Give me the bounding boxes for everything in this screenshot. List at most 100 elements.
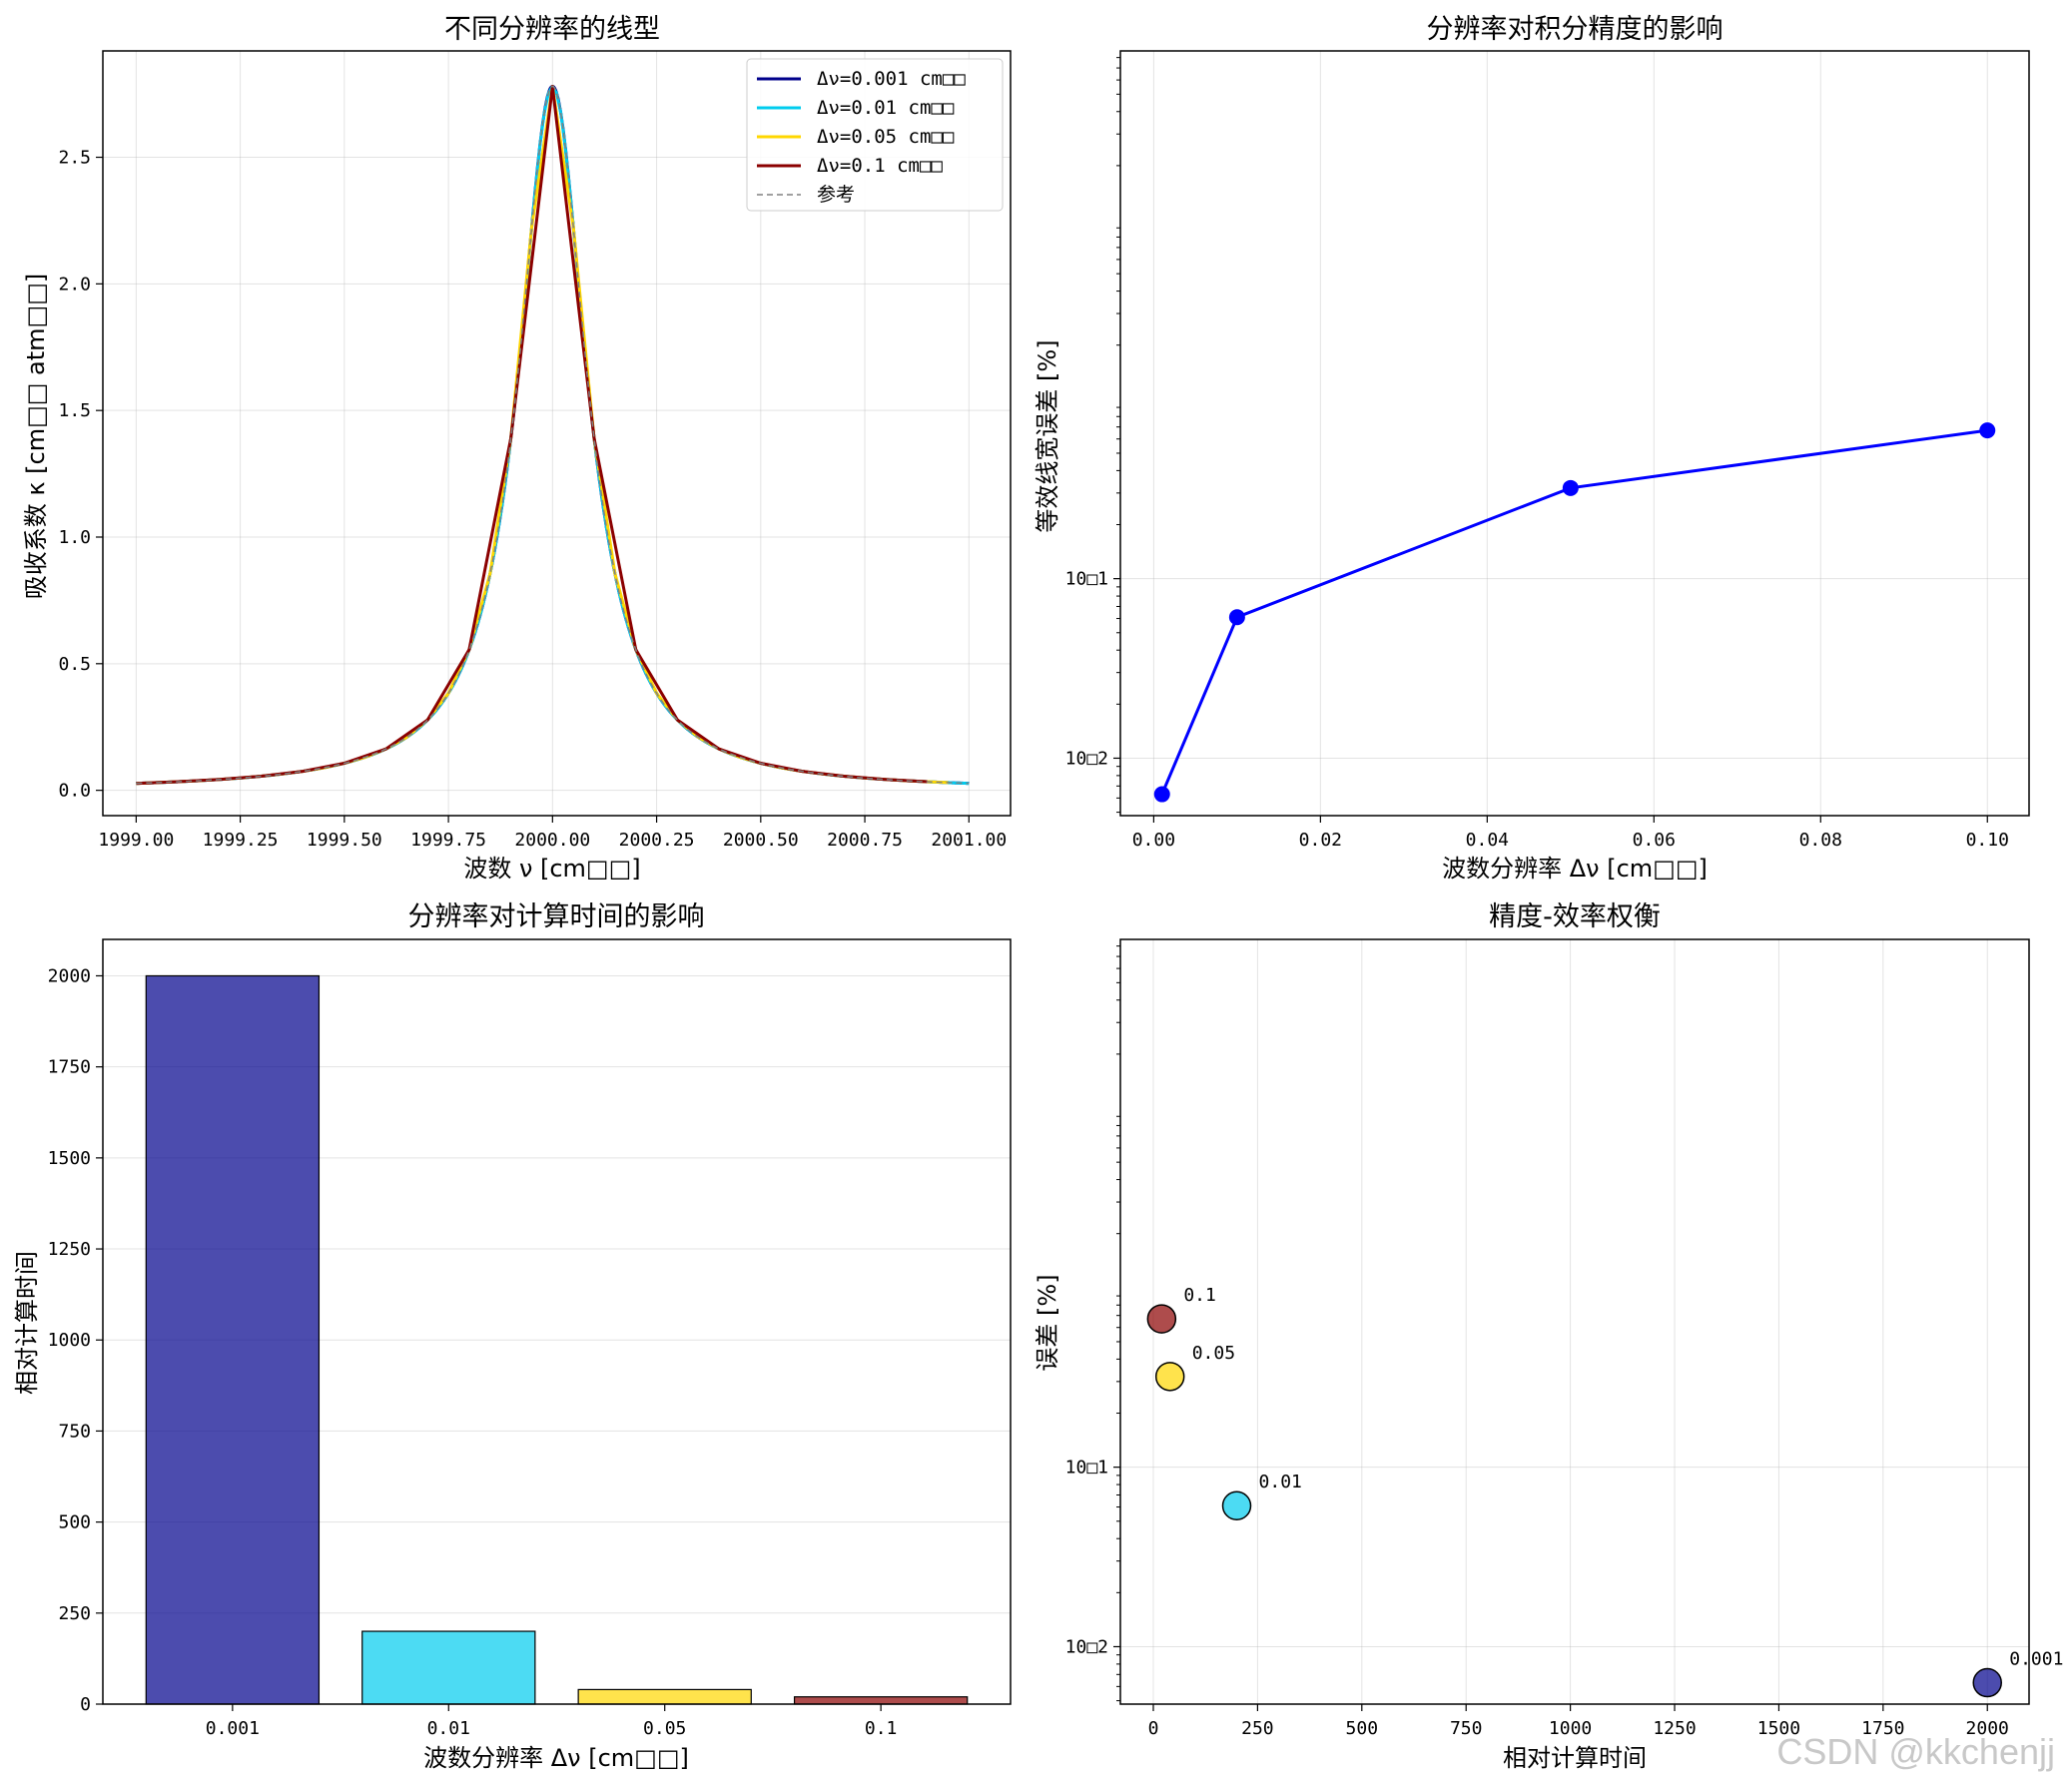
x-tick-label: 0 (1148, 1718, 1159, 1739)
series-line (136, 85, 970, 785)
legend-label: Δν=0.001 cm□□ (817, 68, 966, 90)
y-axis-label: 误差 [%] (1034, 1274, 1061, 1371)
x-tick-label: 0.04 (1466, 830, 1509, 851)
point-label: 0.01 (1259, 1472, 1302, 1492)
bar (361, 1630, 536, 1705)
x-tick-label: 1999.00 (98, 830, 174, 851)
panel-tradeoff: 精度-效率权衡 相对计算时间 误差 [%] 0.001 0.01 0.05 0.1 0… (1034, 901, 2063, 1772)
x-axis-label: 波数 ν [cm□□] (463, 855, 640, 883)
plot-area: 0.001 0.01 0.05 0.1 (1146, 1285, 2063, 1698)
plot-area (1153, 422, 1996, 803)
x-tick-label: 0.05 (643, 1718, 686, 1739)
x-tick-label: 0.1 (865, 1718, 898, 1739)
x-tick-label: 0.08 (1799, 830, 1842, 851)
y-tick-label: 1250 (48, 1239, 91, 1260)
x-axis-label: 波数分辨率 Δν [cm□□] (1442, 855, 1708, 883)
x-tick-label: 0.01 (427, 1718, 470, 1739)
grid (1120, 939, 2029, 1704)
y-tick-label: 10□2 (1065, 748, 1108, 769)
y-tick-label: 10□2 (1065, 1636, 1108, 1657)
y-axis-label: 吸收系数 κ [cm□□ atm□□] (22, 274, 50, 600)
legend-label: Δν=0.01 cm□□ (817, 97, 955, 119)
grid (103, 51, 1011, 816)
y-tick-label: 2.5 (58, 148, 91, 169)
x-tick-label: 0.00 (1132, 830, 1175, 851)
legend: Δν=0.001 cm□□ Δν=0.01 cm□□ Δν=0.05 cm□□ Δν=… (746, 58, 1004, 212)
plot-area (135, 85, 971, 786)
y-tick-label: 2000 (48, 965, 91, 986)
x-tick-label: 2000.00 (514, 830, 590, 851)
plot-area (145, 974, 969, 1705)
x-tick-label: 2000 (1966, 1718, 2009, 1739)
x-axis-label: 相对计算时间 (1503, 1744, 1647, 1772)
data-point (1979, 422, 1996, 439)
series-line (1160, 428, 1988, 796)
data-point (1154, 1362, 1185, 1392)
x-tick-label: 2000.75 (827, 830, 903, 851)
legend-label: Δν=0.1 cm□□ (817, 155, 943, 177)
bar (793, 1696, 969, 1705)
y-tick-label: 1.5 (58, 400, 91, 421)
y-tick-label: 0.5 (58, 654, 91, 675)
axes-frame (1119, 938, 2030, 1705)
x-tick-label: 1750 (1861, 1718, 1904, 1739)
x-tick-label: 1999.50 (307, 830, 382, 851)
y-tick-label: 1500 (48, 1148, 91, 1169)
data-point (1972, 1667, 2002, 1698)
bar (577, 1688, 752, 1705)
x-tick-label: 2000.25 (619, 830, 695, 851)
watermark: CSDN @kkchenjj (1776, 1731, 2055, 1772)
axes-frame (102, 50, 1012, 817)
point-label: 0.1 (1183, 1285, 1216, 1306)
chart-title: 精度-效率权衡 (1489, 901, 1661, 932)
legend-box (746, 58, 1004, 212)
x-tick-label: 1250 (1653, 1718, 1696, 1739)
axis-ticks: 0.00 0.02 0.04 0.06 0.08 0.10 10□2 10□1 (1065, 57, 2009, 851)
y-tick-label: 500 (58, 1512, 91, 1533)
x-tick-label: 0.10 (1966, 830, 2009, 851)
axes-frame (1119, 50, 2030, 817)
axis-ticks: 0 250 500 750 1000 1250 1500 1750 2000 0.001 0.01 0… (48, 965, 898, 1739)
x-tick-label: 250 (1241, 1718, 1274, 1739)
point-label: 0.05 (1192, 1343, 1235, 1364)
y-tick-label: 1.0 (58, 527, 91, 548)
y-tick-label: 2.0 (58, 274, 91, 295)
y-tick-label: 750 (58, 1421, 91, 1442)
chart-title: 分辨率对计算时间的影响 (408, 901, 705, 932)
y-tick-label: 10□1 (1065, 569, 1108, 590)
chart-title: 分辨率对积分精度的影响 (1427, 14, 1724, 45)
y-tick-label: 0 (80, 1694, 91, 1715)
legend-label: Δν=0.05 cm□□ (817, 126, 955, 148)
data-point (1146, 1304, 1177, 1334)
x-tick-label: 750 (1450, 1718, 1483, 1739)
y-axis-label: 相对计算时间 (13, 1251, 41, 1395)
x-tick-label: 0.02 (1299, 830, 1342, 851)
y-tick-label: 1000 (48, 1330, 91, 1351)
chart-title: 不同分辨率的线型 (444, 14, 660, 45)
y-tick-label: 250 (58, 1603, 91, 1624)
bar (145, 974, 321, 1705)
data-point (1221, 1490, 1252, 1520)
axes-frame (102, 938, 1012, 1705)
x-tick-label: 500 (1346, 1718, 1379, 1739)
x-tick-label: 0.001 (206, 1718, 260, 1739)
data-point (1153, 786, 1170, 803)
x-tick-label: 1999.25 (203, 830, 279, 851)
x-tick-label: 1999.75 (410, 830, 486, 851)
panel-line-profiles: 不同分辨率的线型 波数 ν [cm□□] 吸收系数 κ [cm□□ atm□□]… (22, 14, 1012, 883)
grid (1120, 51, 2029, 816)
data-point (1562, 479, 1579, 496)
data-point (1228, 609, 1245, 626)
y-tick-label: 0.0 (58, 781, 91, 802)
x-tick-label: 0.06 (1633, 830, 1676, 851)
panel-compute-time: 分辨率对计算时间的影响 波数分辨率 Δν [cm□□] 相对计算时间 0 250 5… (13, 901, 1012, 1772)
axis-ticks: 1999.00 1999.25 1999.50 1999.75 2000.00 2000.… (58, 148, 1007, 851)
y-tick-label: 10□1 (1065, 1458, 1108, 1479)
x-tick-label: 1500 (1757, 1718, 1800, 1739)
x-tick-label: 2001.00 (931, 830, 1007, 851)
point-label: 0.001 (2009, 1649, 2063, 1670)
y-axis-label: 等效线宽误差 [%] (1034, 339, 1061, 532)
x-tick-label: 1000 (1549, 1718, 1592, 1739)
x-tick-label: 2000.50 (723, 830, 799, 851)
